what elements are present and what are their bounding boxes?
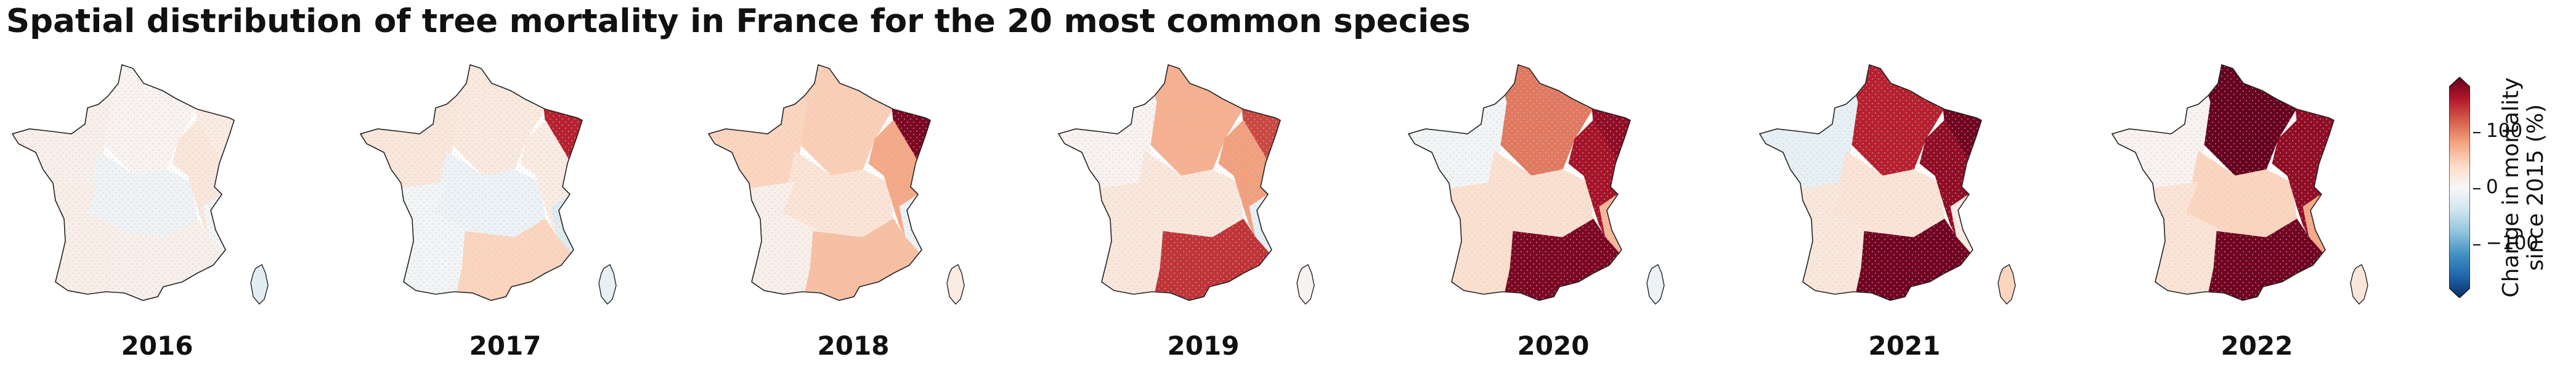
map-panel-2022 <box>2111 64 2368 305</box>
year-label-2016: 2016 <box>121 331 193 361</box>
france-outline <box>707 64 931 301</box>
colorbar-label: Change in mortality since 2015 (%) <box>2498 77 2548 298</box>
non-significance-stipple <box>709 65 930 300</box>
map-panel-2020 <box>1407 64 1665 305</box>
colorbar-tick-label: 0 <box>2486 176 2498 198</box>
year-label-2018: 2018 <box>817 331 890 361</box>
france-outline <box>11 64 235 301</box>
corsica <box>1646 263 1665 305</box>
year-label-2019: 2019 <box>1167 331 1240 361</box>
map-panel-2019 <box>1057 64 1315 305</box>
corsica <box>946 263 965 305</box>
year-label-2022: 2022 <box>2220 331 2293 361</box>
corsica <box>1997 263 2016 305</box>
map-panel-2018 <box>707 64 965 305</box>
france-outline <box>1758 64 1982 301</box>
colorbar-tick-mark <box>2473 132 2481 133</box>
year-label-2021: 2021 <box>1868 331 1941 361</box>
non-significance-stipple <box>360 65 582 300</box>
figure-title: Spatial distribution of tree mortality i… <box>6 2 1471 40</box>
non-significance-stipple <box>1408 65 1630 300</box>
non-significance-stipple <box>12 65 234 300</box>
colorbar-tick-label: −100 <box>2486 232 2539 254</box>
colorbar-label-line1: Change in mortality <box>2498 77 2524 298</box>
colorbar-tick-mark <box>2473 188 2481 189</box>
france-outline <box>2111 64 2334 301</box>
corsica <box>598 263 617 305</box>
year-label-2020: 2020 <box>1517 331 1590 361</box>
corsica <box>250 263 269 305</box>
corsica <box>1296 263 1315 305</box>
non-significance-stipple <box>2112 65 2334 300</box>
non-significance-stipple <box>1058 65 1280 300</box>
colorbar-label-line2: since 2015 (%) <box>2523 104 2548 271</box>
map-panel-2021 <box>1758 64 2016 305</box>
colorbar-tick-mark <box>2473 244 2481 245</box>
map-panel-2016 <box>11 64 269 305</box>
france-outline <box>1407 64 1631 301</box>
colorbar <box>2449 77 2470 298</box>
france-outline <box>359 64 583 301</box>
non-significance-stipple <box>1760 65 1981 300</box>
map-panel-2017 <box>359 64 617 305</box>
colorbar-tick-label: 100 <box>2486 120 2523 142</box>
corsica <box>2350 263 2368 305</box>
france-outline <box>1057 64 1281 301</box>
year-label-2017: 2017 <box>469 331 542 361</box>
